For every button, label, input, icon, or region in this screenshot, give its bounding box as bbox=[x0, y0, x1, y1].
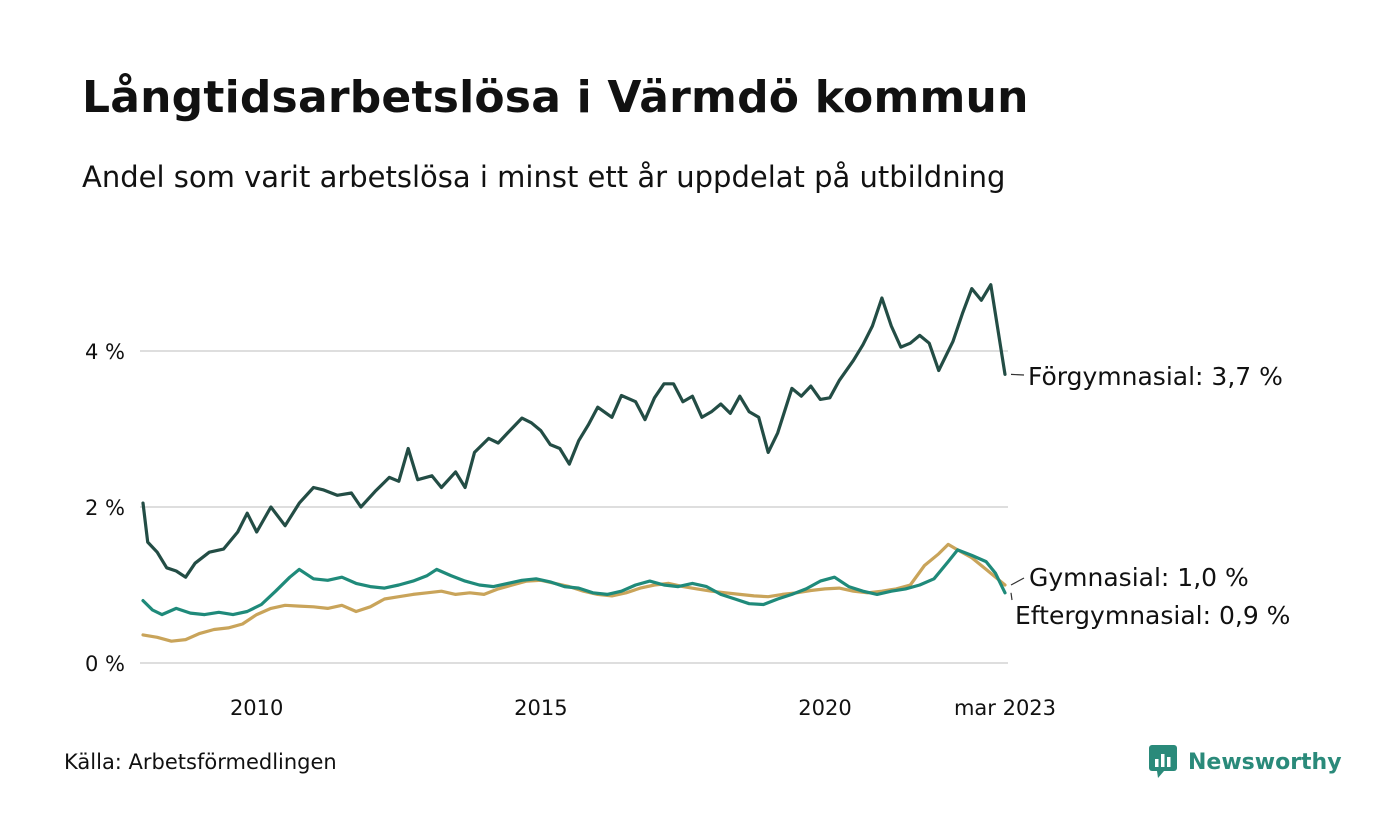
series-line-eftergymnasial bbox=[141, 548, 1007, 617]
y-axis-ticks: 0 % 2 % 4 % bbox=[85, 340, 125, 676]
y-tick-label: 0 % bbox=[85, 652, 125, 676]
series-lines bbox=[141, 283, 1007, 643]
series-label-eftergymnasial: Eftergymnasial: 0,9 % bbox=[1015, 601, 1290, 630]
brand-logo: Newsworthy bbox=[1148, 744, 1342, 780]
x-axis-ticks: 2010 2015 2020 mar 2023 bbox=[230, 696, 1056, 720]
series-label-förgymnasial: Förgymnasial: 3,7 % bbox=[1028, 362, 1283, 391]
x-tick-label: 2020 bbox=[798, 696, 851, 720]
leader-line bbox=[1010, 577, 1025, 586]
bar-chart-icon bbox=[1149, 745, 1177, 778]
y-tick-label: 2 % bbox=[85, 496, 125, 520]
y-tick-label: 4 % bbox=[85, 340, 125, 364]
brand-name: Newsworthy bbox=[1188, 749, 1342, 775]
x-tick-label: 2015 bbox=[514, 696, 567, 720]
leader-line bbox=[1010, 373, 1025, 376]
leader-line bbox=[1010, 592, 1013, 601]
source-note: Källa: Arbetsförmedlingen bbox=[64, 750, 337, 774]
x-tick-label: 2010 bbox=[230, 696, 283, 720]
x-tick-label: mar 2023 bbox=[954, 696, 1056, 720]
series-label-gymnasial: Gymnasial: 1,0 % bbox=[1029, 563, 1249, 592]
chart-subtitle: Andel som varit arbetslösa i minst ett å… bbox=[82, 160, 1006, 194]
series-line-förgymnasial bbox=[141, 283, 1007, 579]
gridlines bbox=[140, 350, 1008, 664]
chart-title: Långtidsarbetslösa i Värmdö kommun bbox=[82, 72, 1029, 123]
series-end-labels: Förgymnasial: 3,7 % Gymnasial: 1,0 % Efter… bbox=[1010, 362, 1290, 630]
